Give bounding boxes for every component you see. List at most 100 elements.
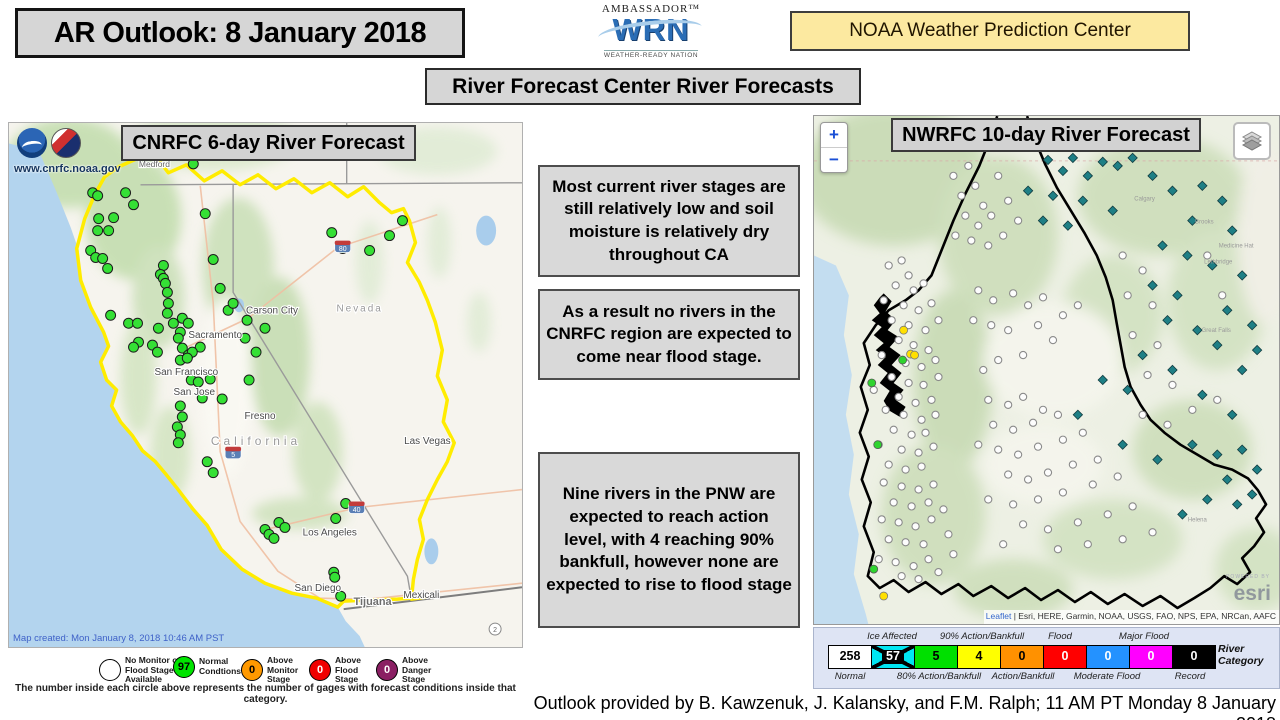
note-pnw-outlook: Nine rivers in the PNW are expected to r…	[538, 452, 800, 628]
svg-text:Great Falls: Great Falls	[1202, 328, 1231, 334]
svg-text:2: 2	[493, 627, 497, 634]
cnrfc-gauge-dots	[85, 158, 408, 602]
cnrfc-lakes	[234, 215, 497, 565]
noaa-nws-logos	[17, 128, 81, 158]
nwrfc-legend-box: 0	[1172, 645, 1216, 669]
svg-text:Brooks: Brooks	[1195, 220, 1214, 226]
svg-text:5: 5	[231, 452, 235, 459]
nwrfc-legend-box: 0	[1043, 645, 1087, 669]
nwrfc-legend-top-label: 90% Action/Bankfull	[939, 631, 1025, 642]
svg-text:Mexicali: Mexicali	[403, 590, 439, 601]
nwrfc-city-labels: Calgary Brooks Medicine Hat Lethbridge Great…	[1134, 197, 1254, 524]
svg-text:Calgary: Calgary	[1134, 197, 1155, 203]
svg-text:Tijuana: Tijuana	[354, 596, 393, 608]
legend-label: Above Monitor Stage	[267, 655, 299, 685]
cnrfc-legend-item: 97 Normal Condtions	[173, 656, 241, 678]
river-category-label: River Category	[1218, 643, 1264, 668]
svg-text:Carson City: Carson City	[246, 305, 298, 316]
attribution-text: | Esri, HERE, Garmin, NOAA, USGS, FAO, N…	[1011, 611, 1276, 621]
zoom-out-button[interactable]: −	[821, 147, 847, 172]
legend-label: Above Danger Stage	[402, 655, 432, 685]
wrn-ambassador-logo: AMBASSADOR™ WRN WEATHER-READY NATION	[590, 4, 712, 64]
cnrfc-map-title: CNRFC 6-day River Forecast	[121, 125, 416, 161]
nwrfc-gauge-dots	[867, 152, 1263, 601]
svg-text:Los Angeles: Los Angeles	[303, 527, 357, 538]
svg-text:San Jose: San Jose	[174, 387, 216, 398]
legend-circle-icon: 0	[376, 659, 398, 682]
legend-circle-icon	[99, 659, 121, 682]
cnrfc-legend-item: 0 Above Danger Stage	[376, 655, 432, 685]
nwrfc-legend-box: 0	[1129, 645, 1173, 669]
svg-text:Medicine Hat: Medicine Hat	[1219, 244, 1254, 250]
puget-sound	[871, 293, 906, 417]
nwrfc-map-canvas: Calgary Brooks Medicine Hat Lethbridge Great…	[814, 116, 1279, 624]
legend-circle-icon: 0	[309, 659, 331, 682]
nwrfc-legend-box: 0	[1000, 645, 1044, 669]
legend-circle-icon: 0	[241, 659, 263, 682]
nwrfc-terrain	[814, 116, 1279, 619]
legend-circle-icon: 97	[173, 656, 195, 678]
page-title: AR Outlook: 8 January 2018	[15, 8, 465, 58]
cnrfc-url: www.cnrfc.noaa.gov	[14, 163, 121, 175]
cnrfc-legend-item: 0 Above Flood Stage	[309, 655, 361, 685]
svg-text:Helena: Helena	[1188, 517, 1208, 523]
nwrfc-legend-bottom-label: Moderate Flood	[1073, 671, 1141, 682]
nwrfc-legend-box: 57	[871, 645, 915, 669]
nwrfc-map-title: NWRFC 10-day River Forecast	[891, 118, 1201, 152]
cnrfc-map[interactable]: Medford Carson City Nevada Sacramento San Fr…	[8, 122, 523, 648]
svg-text:Fresno: Fresno	[245, 411, 276, 422]
nwrfc-legend: 258 57 5 4 0 0 0 0 0 River Category Ice Affected…	[813, 627, 1280, 689]
esri-watermark: esri	[1233, 582, 1271, 605]
section-title: River Forecast Center River Forecasts	[425, 68, 861, 105]
nwrfc-map[interactable]: Calgary Brooks Medicine Hat Lethbridge Great…	[813, 115, 1280, 625]
nwrfc-legend-top-label: Major Flood	[1118, 631, 1170, 642]
cnrfc-legend-item: No Monitor or Flood Stage Available	[99, 655, 181, 685]
nwrfc-legend-boxes: 258 57 5 4 0 0 0 0 0	[828, 645, 1216, 669]
map-created-stamp: Map created: Mon January 8, 2018 10:46 A…	[13, 633, 225, 644]
map-zoom-control: + −	[820, 122, 848, 173]
noaa-logo-icon	[17, 128, 47, 158]
svg-text:California: California	[211, 434, 301, 448]
svg-text:Las Vegas: Las Vegas	[404, 436, 451, 447]
nwrfc-legend-box: 0	[1086, 645, 1130, 669]
nwrfc-legend-bottom-label: Action/Bankfull	[991, 671, 1055, 682]
svg-text:San Francisco: San Francisco	[154, 367, 218, 378]
map-attribution: Leaflet | Esri, HERE, Garmin, NOAA, USGS…	[984, 610, 1279, 624]
nwrfc-legend-box: 4	[957, 645, 1001, 669]
us2-shield: 2	[488, 622, 502, 636]
leaflet-link[interactable]: Leaflet	[985, 611, 1012, 621]
nwrfc-ocean	[814, 255, 869, 624]
credit-line: Outlook provided by B. Kawzenuk, J. Kala…	[533, 693, 1276, 720]
nwrfc-legend-bottom-label: 80% Action/Bankfull	[896, 671, 982, 682]
note-ca-conditions: Most current river stages are still rela…	[538, 165, 800, 277]
nws-logo-icon	[51, 128, 81, 158]
svg-text:40: 40	[353, 507, 361, 514]
cnrfc-legend-note: The number inside each circle above repr…	[15, 683, 516, 705]
svg-text:80: 80	[339, 246, 347, 253]
cnrfc-legend-item: 0 Above Monitor Stage	[241, 655, 299, 685]
legend-label: Normal Condtions	[199, 656, 242, 676]
layers-icon	[1241, 131, 1263, 151]
cnrfc-legend: No Monitor or Flood Stage Available97Nor…	[8, 650, 523, 720]
svg-text:Lethbridge: Lethbridge	[1204, 259, 1233, 265]
zoom-in-button[interactable]: +	[829, 125, 839, 144]
noaa-wpc-banner: NOAA Weather Prediction Center	[790, 11, 1190, 51]
wrn-ambassador-text: AMBASSADOR™	[601, 3, 701, 15]
nwrfc-legend-box: 258	[828, 645, 872, 669]
nwrfc-boundary	[858, 116, 1268, 610]
layers-button[interactable]	[1233, 122, 1271, 160]
svg-text:San Diego: San Diego	[295, 583, 342, 594]
svg-text:Sacramento: Sacramento	[188, 330, 242, 341]
cnrfc-boundary	[74, 154, 457, 609]
svg-text:Nevada: Nevada	[337, 303, 383, 314]
powered-by-text: POWERED BY	[1226, 574, 1270, 580]
nwrfc-legend-bottom-label: Record	[1174, 671, 1206, 682]
wrn-tagline: WEATHER-READY NATION	[603, 50, 699, 60]
nwrfc-legend-bottom-label: Normal	[834, 671, 866, 682]
wrn-letters: WRN	[590, 14, 712, 49]
nwrfc-legend-top-label: Flood	[1048, 631, 1072, 642]
note-cnrfc-outlook: As a result no rivers in the CNRFC regio…	[538, 289, 800, 380]
cnrfc-ocean	[9, 143, 365, 647]
